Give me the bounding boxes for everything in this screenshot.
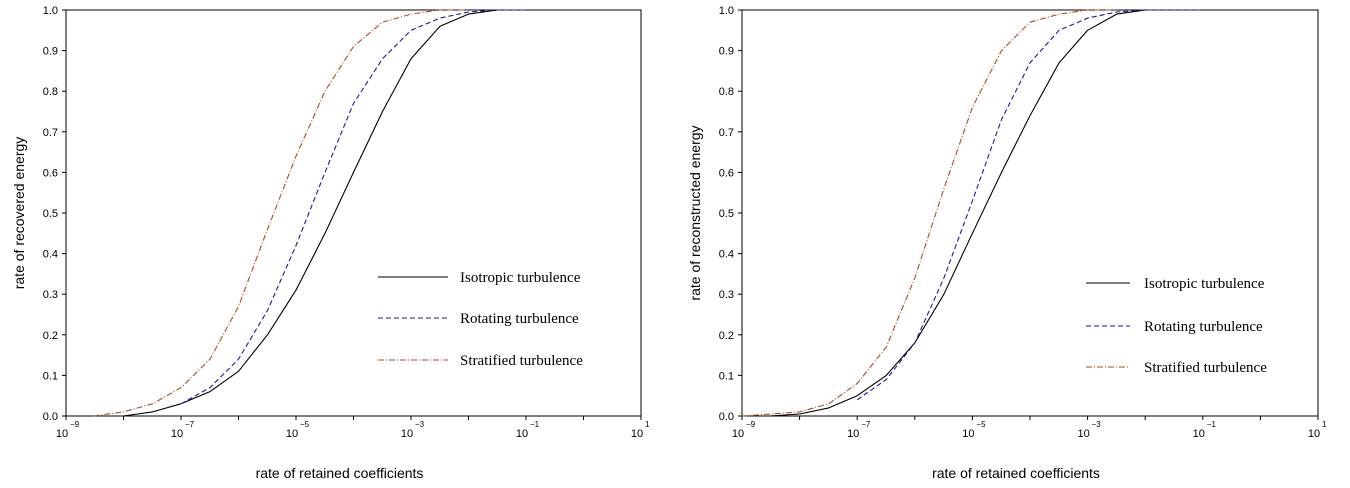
y-tick-label: 0.0 [719, 411, 734, 423]
legend-label: Rotating turbulence [460, 311, 579, 327]
x-axis-label: rate of retained coefficients [256, 465, 424, 481]
x-tick-exponent: −3 [415, 420, 425, 429]
series-line-dashed [180, 9, 526, 405]
x-tick-exponent: 1 [645, 420, 650, 429]
y-tick-label: 0.7 [719, 127, 734, 139]
y-tick-label: 1.0 [719, 5, 734, 17]
x-tick-label: 10 [401, 428, 413, 440]
series-line-solid [769, 9, 1261, 417]
series-line-solid [123, 9, 584, 417]
y-tick-label: 0.2 [719, 330, 734, 342]
y-tick-label: 0.5 [719, 208, 734, 220]
y-tick-label: 0.7 [43, 127, 58, 139]
y-tick-label: 0.6 [43, 167, 58, 179]
y-tick-label: 0.8 [43, 86, 58, 98]
series-line-dashed [856, 9, 1203, 401]
y-tick-label: 0.1 [719, 370, 734, 382]
x-tick-label: 10 [56, 428, 68, 440]
x-tick-exponent: −9 [746, 420, 756, 429]
y-tick-label: 0.3 [43, 289, 58, 301]
x-tick-exponent: −3 [1092, 420, 1102, 429]
y-tick-label: 0.1 [43, 370, 58, 382]
x-tick-label: 10 [732, 428, 744, 440]
x-tick-label: 10 [1308, 428, 1320, 440]
y-tick-label: 0.8 [719, 86, 734, 98]
plot-frame [741, 9, 1319, 417]
series-line-dashdot [93, 9, 469, 417]
y-tick-label: 1.0 [43, 5, 58, 17]
legend-label: Isotropic turbulence [1144, 276, 1265, 292]
x-tick-exponent: 1 [1322, 420, 1327, 429]
x-tick-label: 10 [286, 428, 298, 440]
y-tick-label: 0.4 [43, 249, 58, 261]
x-tick-label: 10 [847, 428, 859, 440]
legend-label: Isotropic turbulence [460, 270, 581, 286]
legend-label: Stratified turbulence [460, 353, 583, 369]
chart-panel-left: 0.00.10.20.30.40.50.60.70.80.91.010−910−… [11, 5, 650, 481]
legend-label: Rotating turbulence [1144, 319, 1263, 335]
y-tick-label: 0.2 [43, 330, 58, 342]
y-tick-label: 0.4 [719, 249, 734, 261]
x-tick-label: 10 [631, 428, 643, 440]
y-tick-label: 0.3 [719, 289, 734, 301]
x-tick-exponent: −7 [861, 420, 871, 429]
y-tick-label: 0.6 [719, 167, 734, 179]
legend-label: Stratified turbulence [1144, 360, 1267, 376]
x-tick-exponent: −7 [185, 420, 195, 429]
chart-panel-right: 0.00.10.20.30.40.50.60.70.80.91.010−910−… [687, 5, 1327, 481]
x-tick-exponent: −1 [530, 420, 540, 429]
y-tick-label: 0.5 [43, 208, 58, 220]
x-tick-exponent: −9 [70, 420, 80, 429]
x-tick-label: 10 [1193, 428, 1205, 440]
y-tick-label: 0.9 [43, 46, 58, 58]
series-line-dashdot [741, 9, 1117, 417]
y-axis-label: rate of recovered energy [11, 137, 27, 290]
x-tick-exponent: −5 [976, 420, 986, 429]
x-tick-label: 10 [171, 428, 183, 440]
y-axis-label: rate of reconstructed energy [687, 125, 703, 300]
y-tick-label: 0.9 [719, 46, 734, 58]
x-tick-label: 10 [516, 428, 528, 440]
x-tick-label: 10 [1077, 428, 1089, 440]
x-tick-exponent: −5 [300, 420, 310, 429]
x-tick-exponent: −1 [1207, 420, 1217, 429]
x-tick-label: 10 [962, 428, 974, 440]
x-axis-label: rate of retained coefficients [932, 465, 1100, 481]
y-tick-label: 0.0 [43, 411, 58, 423]
